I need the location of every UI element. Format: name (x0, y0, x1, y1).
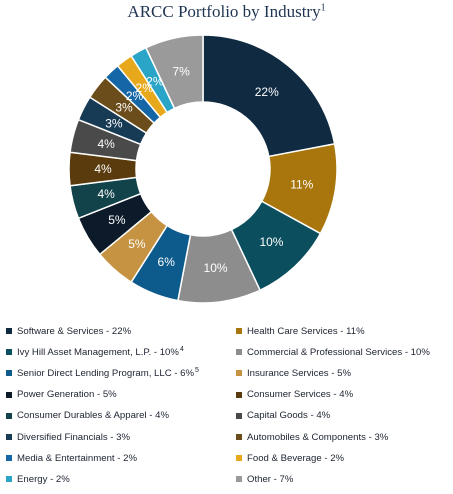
legend-label: Energy - 2% (17, 473, 70, 485)
legend-swatch (236, 434, 242, 440)
legend-swatch (6, 328, 12, 334)
legend-label: Health Care Services - 11% (247, 325, 365, 337)
legend-swatch (6, 370, 12, 377)
legend-item: Ivy Hill Asset Management, L.P. - 10% 4 (6, 344, 184, 360)
legend-item: Health Care Services - 11% (236, 323, 365, 339)
legend-label: Insurance Services - 5% (247, 367, 351, 379)
legend-swatch (236, 455, 242, 462)
legend-item: Automobiles & Components - 3% (236, 429, 388, 445)
legend-item: Media & Entertainment - 2% (6, 450, 137, 466)
legend-swatch (6, 391, 12, 398)
slice-value-label: 4% (97, 137, 115, 151)
donut-slice-other (144, 34, 204, 110)
legend-item: Food & Beverage - 2% (236, 450, 344, 466)
legend-label: Consumer Durables & Apparel - 4% (17, 410, 169, 422)
legend-item: Insurance Services - 5% (236, 365, 351, 381)
legend-swatch (236, 328, 242, 334)
legend-swatch (6, 412, 12, 419)
legend-label: Software & Services - 22% (17, 325, 132, 337)
legend-swatch (236, 391, 242, 398)
legend-item: Energy - 2% (6, 471, 70, 487)
legend-swatch (6, 476, 12, 483)
chart-title-footnote: 1 (320, 2, 326, 14)
chart-title: ARCC Portfolio by Industry1 (0, 2, 453, 22)
slice-value-label: 4% (97, 187, 115, 201)
legend-label: Ivy Hill Asset Management, L.P. - 10% (17, 346, 179, 358)
legend-swatch (236, 412, 242, 419)
legend-label: Commercial & Professional Services - 10% (247, 346, 430, 358)
legend-label: Food & Beverage - 2% (247, 452, 345, 464)
legend-swatch (6, 349, 12, 356)
legend-label: Capital Goods - 4% (247, 410, 331, 422)
donut-slice-software-services (202, 34, 336, 158)
legend-swatch (6, 455, 12, 462)
legend-item: Software & Services - 22% (6, 323, 131, 339)
legend-swatch (236, 476, 242, 483)
legend-item: Capital Goods - 4% (236, 408, 330, 424)
legend-label: Power Generation - 5% (17, 389, 117, 401)
legend-label: Automobiles & Components - 3% (247, 431, 389, 443)
legend-swatch (236, 370, 242, 377)
legend-label: Consumer Services - 4% (247, 389, 354, 401)
donut-chart: 22%11%10%10%6%5%5%4%4%4%3%3%2%2%2%7% (68, 34, 338, 304)
legend-footnote: 4 (179, 345, 184, 353)
legend-item: Commercial & Professional Services - 10% (236, 344, 430, 360)
legend-item: Diversified Financials - 3% (6, 429, 130, 445)
slice-value-label: 3% (105, 117, 123, 131)
legend-label: Media & Entertainment - 2% (17, 452, 137, 464)
chart-title-text: ARCC Portfolio by Industry (127, 2, 321, 21)
slice-value-label: 3% (115, 101, 133, 115)
legend-item: Senior Direct Lending Program, LLC - 6% 5 (6, 365, 199, 381)
slice-value-label: 4% (94, 162, 112, 176)
legend-item: Power Generation - 5% (6, 387, 117, 403)
legend-swatch (236, 349, 242, 356)
slice-value-label: 10% (204, 261, 228, 275)
slice-value-label: 5% (128, 237, 146, 251)
slice-value-label: 5% (108, 213, 126, 227)
legend-label: Diversified Financials - 3% (17, 431, 131, 443)
legend-item: Other - 7% (236, 471, 293, 487)
legend-footnote: 5 (195, 366, 199, 374)
legend-swatch (6, 434, 12, 440)
legend-label: Other - 7% (247, 473, 294, 485)
slice-value-label: 22% (255, 85, 279, 99)
slice-value-label: 11% (290, 178, 313, 192)
slice-value-label: 10% (259, 235, 283, 249)
legend-item: Consumer Services - 4% (236, 387, 353, 403)
legend-label: Senior Direct Lending Program, LLC - 6% (17, 367, 195, 379)
legend-item: Consumer Durables & Apparel - 4% (6, 408, 169, 424)
slice-value-label: 6% (158, 255, 176, 269)
slice-value-label: 7% (173, 64, 191, 78)
